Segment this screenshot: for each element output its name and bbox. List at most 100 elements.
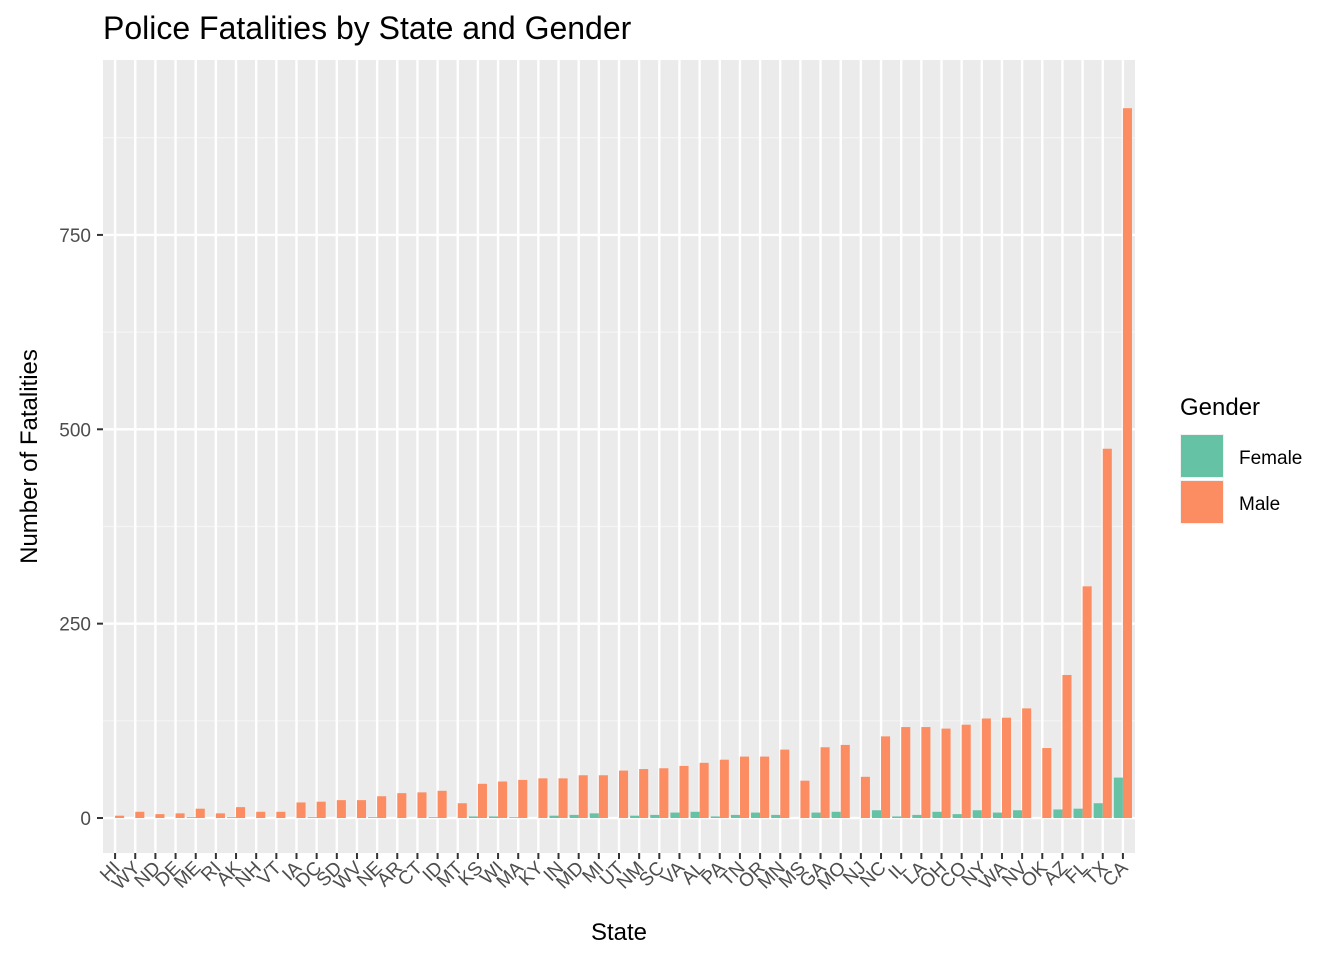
bar-female-VA bbox=[670, 812, 680, 819]
bar-male-WA bbox=[1001, 717, 1012, 819]
x-axis-title: State bbox=[591, 919, 647, 946]
bar-male-LA bbox=[921, 727, 931, 819]
bar-male-MI bbox=[598, 775, 608, 819]
bar-male-AZ bbox=[1062, 674, 1072, 819]
bar-female-DC bbox=[307, 817, 317, 819]
bar-male-MN bbox=[780, 749, 790, 819]
bar-male-TN bbox=[739, 756, 750, 819]
bar-female-FL bbox=[1073, 808, 1083, 819]
bar-male-NV bbox=[1022, 708, 1032, 819]
bar-female-OH bbox=[932, 811, 942, 819]
bar-male-IL bbox=[901, 727, 911, 819]
legend-key-female bbox=[1181, 435, 1223, 477]
y-tick-label: 0 bbox=[80, 809, 91, 830]
bar-female-TX bbox=[1093, 803, 1103, 819]
bar-female-NY bbox=[972, 810, 982, 819]
bar-male-ME bbox=[195, 808, 205, 819]
bar-female-NE bbox=[368, 817, 378, 819]
bar-male-MD bbox=[578, 775, 588, 819]
bar-female-IL bbox=[892, 816, 902, 819]
bar-female-MO bbox=[831, 811, 841, 819]
bar-male-WY bbox=[135, 811, 145, 819]
bar-male-TX bbox=[1102, 448, 1112, 819]
bar-female-ID bbox=[428, 817, 438, 819]
bar-male-NM bbox=[639, 769, 649, 819]
x-tick-label: NC bbox=[856, 858, 890, 892]
bar-female-WI bbox=[488, 816, 499, 819]
bar-male-CT bbox=[417, 792, 427, 819]
bar-male-MA bbox=[518, 779, 528, 819]
legend-label-female: Female bbox=[1239, 448, 1302, 469]
y-tick-label: 500 bbox=[59, 420, 91, 441]
bar-male-UT bbox=[619, 770, 629, 819]
bar-male-DC bbox=[316, 801, 326, 819]
y-tick-label: 250 bbox=[59, 615, 91, 636]
bar-male-KY bbox=[538, 778, 548, 819]
bar-male-FL bbox=[1082, 586, 1092, 819]
bar-male-NE bbox=[377, 796, 387, 819]
bar-male-MT bbox=[457, 803, 467, 819]
bar-male-OH bbox=[941, 728, 951, 819]
y-tick-label: 750 bbox=[59, 226, 91, 247]
bar-female-AK bbox=[226, 817, 237, 819]
bar-male-WV bbox=[356, 800, 367, 819]
bar-male-DE bbox=[175, 813, 185, 819]
bar-female-CO bbox=[952, 814, 962, 819]
bar-female-MI bbox=[589, 813, 599, 819]
legend-title: Gender bbox=[1180, 394, 1260, 421]
bar-male-AR bbox=[397, 793, 407, 819]
bar-male-RI bbox=[215, 813, 225, 819]
bar-female-WA bbox=[992, 812, 1002, 819]
bar-male-PA bbox=[719, 759, 729, 819]
bar-female-AL bbox=[690, 811, 700, 819]
bar-female-IN bbox=[549, 815, 559, 819]
bar-female-NV bbox=[1013, 810, 1023, 819]
bar-male-AL bbox=[699, 762, 709, 819]
bar-female-TN bbox=[730, 814, 740, 819]
bar-male-ID bbox=[437, 790, 447, 819]
bar-male-GA bbox=[820, 747, 830, 819]
bar-female-MN bbox=[771, 814, 781, 819]
bar-male-OK bbox=[1042, 748, 1052, 819]
y-axis-title: Number of Fatalities bbox=[16, 349, 43, 564]
bar-female-NM bbox=[630, 815, 640, 819]
bar-female-AZ bbox=[1053, 809, 1063, 819]
bar-female-GA bbox=[811, 812, 821, 819]
bar-female-NC bbox=[871, 810, 882, 819]
bar-male-SD bbox=[336, 800, 346, 819]
bar-female-LA bbox=[912, 814, 922, 819]
bar-female-OR bbox=[751, 812, 761, 819]
bar-male-OR bbox=[760, 756, 770, 819]
bar-female-SC bbox=[650, 814, 660, 819]
bar-male-IA bbox=[296, 802, 306, 819]
bar-male-NC bbox=[881, 736, 891, 819]
bar-male-NJ bbox=[860, 776, 870, 819]
bar-male-CO bbox=[961, 724, 971, 819]
bar-male-CA bbox=[1122, 108, 1132, 819]
bar-male-NY bbox=[981, 718, 991, 819]
bar-male-HI bbox=[115, 815, 125, 819]
bar-female-ME bbox=[186, 817, 196, 819]
bar-male-MS bbox=[800, 780, 810, 819]
bar-female-MA bbox=[509, 817, 519, 819]
bar-male-VT bbox=[276, 811, 286, 819]
bar-female-KS bbox=[468, 816, 478, 819]
bar-female-PA bbox=[710, 816, 720, 819]
bar-male-WI bbox=[498, 781, 508, 819]
bar-male-SC bbox=[659, 768, 669, 819]
bar-male-KS bbox=[477, 783, 487, 819]
bar-female-CA bbox=[1113, 777, 1123, 819]
bar-male-AK bbox=[236, 807, 246, 819]
chart-title: Police Fatalities by State and Gender bbox=[103, 10, 632, 46]
legend-key-male bbox=[1181, 481, 1223, 523]
bar-male-IN bbox=[558, 778, 568, 819]
legend-label-male: Male bbox=[1239, 494, 1280, 515]
x-tick-label: CA bbox=[1099, 857, 1133, 891]
bar-male-MO bbox=[840, 744, 850, 819]
bar-male-ND bbox=[155, 814, 165, 819]
bar-male-NH bbox=[256, 811, 266, 819]
bar-male-VA bbox=[679, 765, 689, 819]
bar-female-MD bbox=[569, 814, 579, 819]
